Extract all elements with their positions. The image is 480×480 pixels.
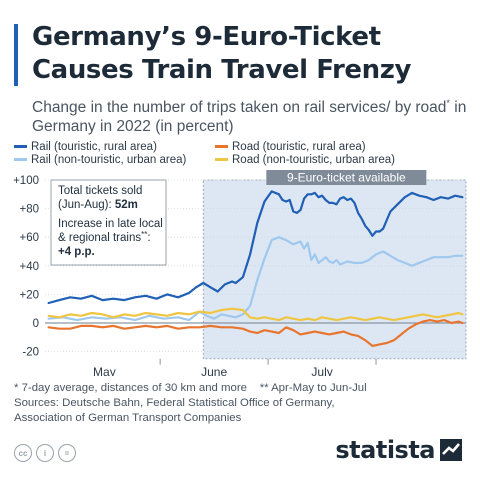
legend-label-rail-urban: Rail (non-touristic, urban area) <box>31 153 187 166</box>
statista-logo: statista <box>335 436 462 464</box>
footnotes-line: * 7-day average, distances of 30 km and … <box>14 381 474 396</box>
brand-name: statista <box>335 436 435 464</box>
series-line <box>47 236 464 322</box>
subtitle-tail: in Germany in 2022 (in percent) <box>32 99 467 136</box>
by-icon: i <box>36 444 54 462</box>
subtitle-footnote-mark: * <box>446 98 450 108</box>
y-tick-label: 0 <box>33 318 39 330</box>
series-line <box>47 319 464 347</box>
legend-swatch-rail-touristic <box>14 145 27 148</box>
legend-item-road-touristic: Road (touristic, rural area) <box>215 140 366 153</box>
legend-item-rail-urban: Rail (non-touristic, urban area) <box>14 153 186 166</box>
sources-line-2: Association of German Transport Companie… <box>14 412 242 424</box>
y-tick-label: -20 <box>22 347 39 359</box>
chart-subtitle: Change in the number of trips taken on r… <box>32 94 472 136</box>
series-line <box>47 190 464 305</box>
legend-label-rail-touristic: Rail (touristic, rural area) <box>31 140 157 153</box>
legend-swatch-rail-urban <box>14 158 27 161</box>
annotation-line-2: (Jun-Aug): 52m <box>58 199 138 211</box>
legend: Rail (touristic, rural area) Rail (non-t… <box>14 140 474 166</box>
footnote-1: * 7-day average, distances of 30 km and … <box>14 382 248 394</box>
statista-logo-icon <box>440 439 462 461</box>
sources-line-1: Sources: Deutsche Bahn, Federal Statisti… <box>14 397 335 409</box>
legend-label-road-urban: Road (non-touristic, urban area) <box>232 153 395 166</box>
annotation-line-5: +4 p.p. <box>58 246 95 258</box>
nd-icon: = <box>58 444 76 462</box>
legend-item-road-urban: Road (non-touristic, urban area) <box>215 153 395 166</box>
x-month-label: June <box>201 365 227 376</box>
y-tick-label: +20 <box>19 289 39 301</box>
annotation-line-4: & regional trains**: <box>58 230 151 244</box>
legend-label-road-touristic: Road (touristic, rural area) <box>232 140 366 153</box>
title-accent-bar <box>14 24 18 86</box>
series-line <box>47 307 464 322</box>
legend-swatch-road-urban <box>215 158 228 161</box>
shaded-region-label: 9-Euro-ticket available <box>287 171 406 185</box>
annotation-box <box>50 179 167 266</box>
license-icons: cc i = <box>14 444 80 462</box>
y-tick-label: +60 <box>19 232 39 244</box>
subtitle-main: Change in the number of trips taken on r… <box>32 99 447 117</box>
cc-icon: cc <box>14 444 32 462</box>
legend-swatch-road-touristic <box>215 145 228 148</box>
y-tick-label: +80 <box>19 204 39 216</box>
y-tick-label: +40 <box>19 261 39 273</box>
y-tick-label: +100 <box>13 175 39 187</box>
footer-notes: * 7-day average, distances of 30 km and … <box>14 381 474 426</box>
shaded-period-region <box>202 179 467 360</box>
legend-item-rail-touristic: Rail (touristic, rural area) <box>14 140 157 153</box>
annotation-line-3: Increase in late local <box>58 218 163 230</box>
x-month-label: May <box>93 365 116 376</box>
x-month-label: July <box>311 365 332 376</box>
footnote-2: ** Apr-May to Jun-Jul <box>259 382 367 394</box>
line-chart: -20 0 +20 +40 +60 +80 +100 May June July 9-Euro-ti… <box>13 170 467 376</box>
shaded-region-label-box <box>266 170 427 185</box>
chart-title: Germany’s 9-Euro-Ticket Causes Train Tra… <box>32 22 412 85</box>
annotation-line-1: Total tickets sold <box>58 185 142 197</box>
